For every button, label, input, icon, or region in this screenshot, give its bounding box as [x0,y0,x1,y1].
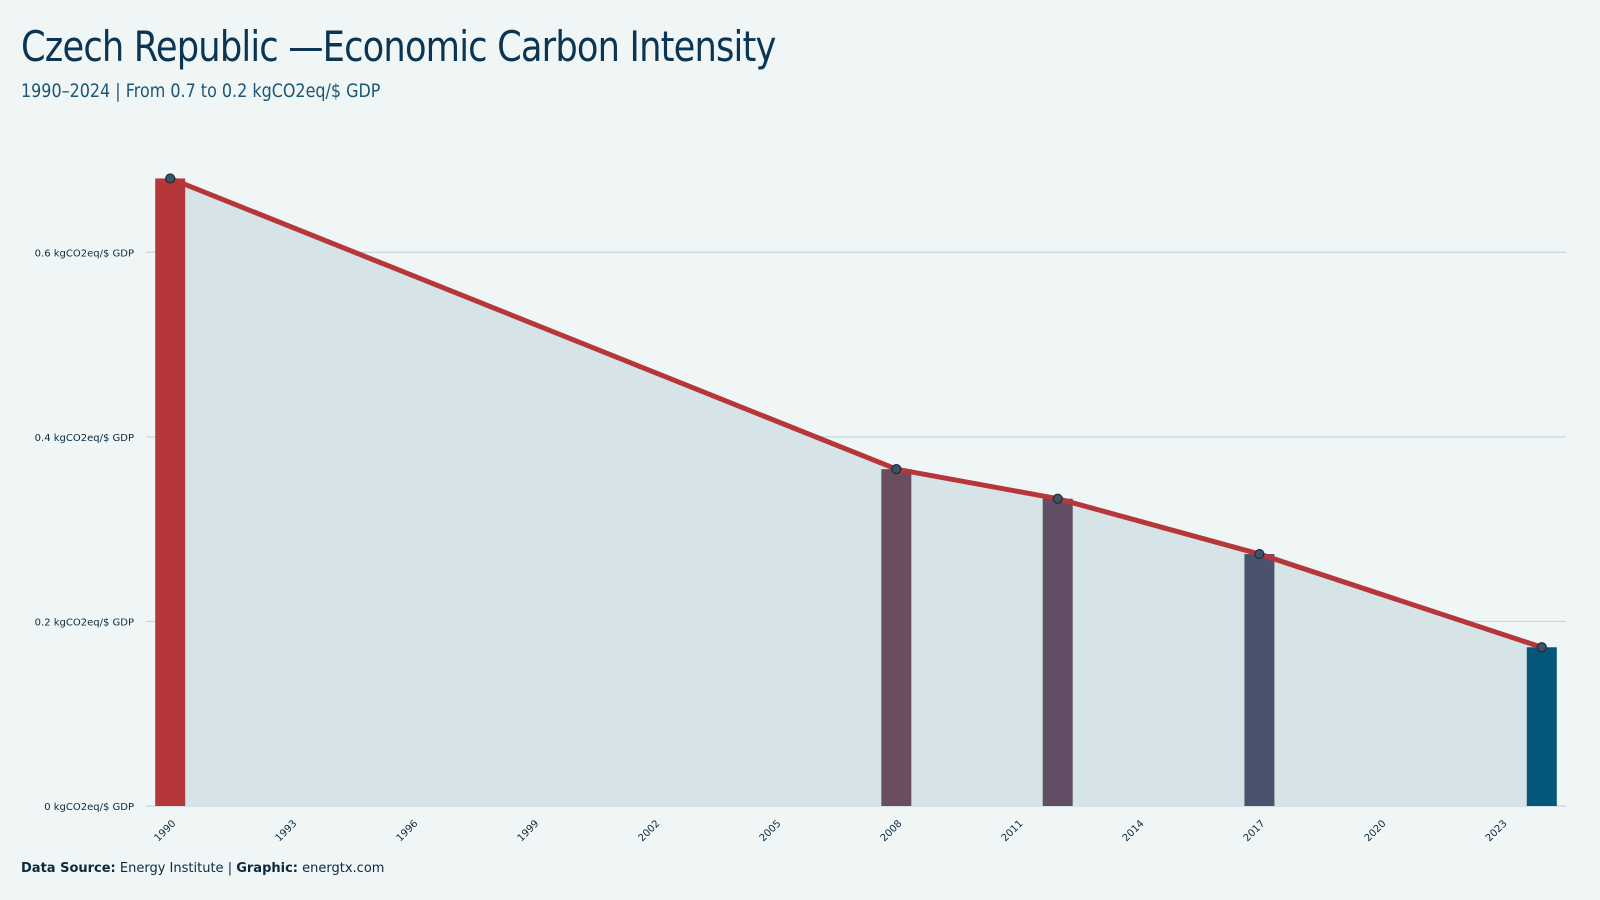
source-label: Data Source: [21,861,116,876]
point-2017 [1254,548,1265,560]
point-1990 [165,173,176,184]
footer-separator: | [227,861,233,876]
graphic-value: energtx.com [302,861,385,876]
source-value: Energy Institute [119,861,224,876]
x-tick-label: 1999 [516,818,542,844]
point-2008 [891,464,902,475]
x-tick-label: 2017 [1242,818,1268,844]
graphic-label: Graphic: [236,861,298,876]
x-tick-label: 1993 [274,818,300,844]
bar-1990 [155,178,186,806]
x-tick-label: 2014 [1121,818,1147,844]
y-tick-label: 0.6 kgCO2eq/$ GDP [35,248,134,259]
x-tick-label: 2020 [1363,818,1389,844]
x-tick-label: 2008 [879,818,905,844]
bar-2017 [1244,554,1275,806]
x-tick-label: 1996 [395,818,421,844]
chart-subtitle: 1990–2024 | From 0.7 to 0.2 kgCO2eq/$ GD… [21,80,381,102]
x-tick-label: 1990 [153,818,179,844]
area-fill [170,178,1542,806]
bar-2012 [1042,498,1073,806]
y-tick-label: 0 kgCO2eq/$ GDP [44,802,134,813]
y-tick-label: 0.2 kgCO2eq/$ GDP [35,617,134,628]
y-tick-label: 0.4 kgCO2eq/$ GDP [35,433,134,444]
bar-2024 [1526,647,1557,806]
point-2024 [1536,642,1547,653]
x-tick-label: 2011 [1000,818,1026,844]
x-tick-label: 2002 [637,818,663,844]
footer-credits: Data Source: Energy Institute | Graphic:… [21,861,384,876]
chart-title: Czech Republic —Economic Carbon Intensit… [21,22,776,71]
bar-2008 [881,469,912,806]
x-tick-label: 2005 [758,818,784,844]
point-2012 [1052,493,1063,504]
x-tick-label: 2023 [1484,818,1510,844]
